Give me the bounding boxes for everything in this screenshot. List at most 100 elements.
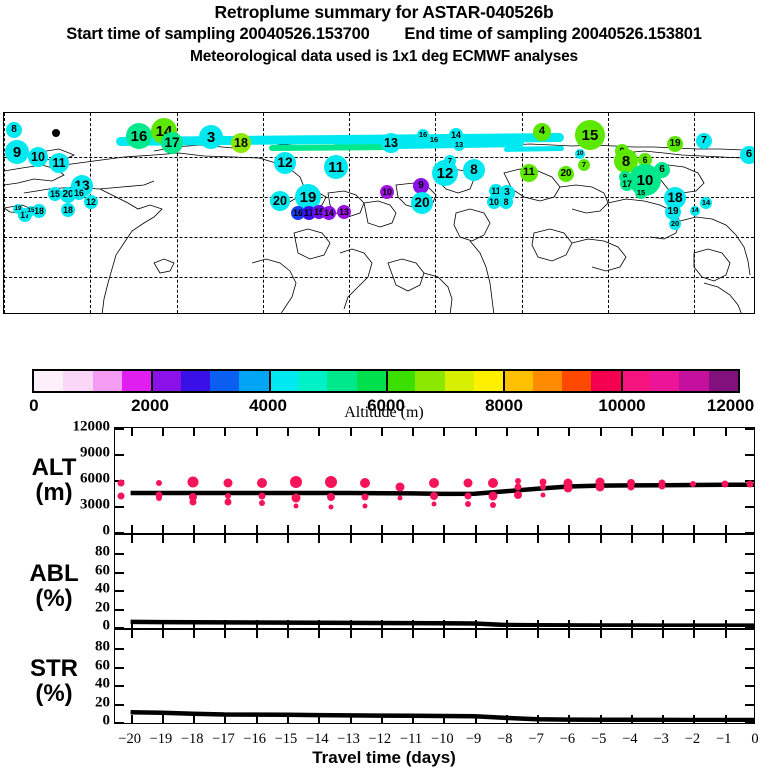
- scatter-point: [290, 475, 303, 488]
- x-tick-top: [662, 428, 665, 436]
- x-tick-bottom: [474, 715, 477, 723]
- abl-axis-label: ABL (%): [0, 561, 108, 612]
- plume-streak: [503, 145, 565, 152]
- plume-blob-day-12[interactable]: 12: [84, 195, 98, 209]
- y-tick-label: 0: [102, 522, 111, 539]
- colorbar-tick-labels: 0 2000 4000 6000 8000 10000 12000: [0, 396, 768, 416]
- x-tick-bottom: [412, 525, 415, 533]
- plume-blob[interactable]: [52, 129, 60, 137]
- plume-blob-day-16[interactable]: 16: [417, 129, 429, 141]
- plume-blob-day-9[interactable]: 9: [413, 178, 429, 194]
- plume-blob-day-7[interactable]: 7: [444, 155, 456, 167]
- plume-blob-day-14[interactable]: 14: [322, 206, 336, 220]
- plume-blob-day-10[interactable]: 10: [575, 149, 585, 159]
- colorbar-segment: [180, 371, 210, 391]
- plume-blob-day-11[interactable]: 11: [324, 155, 348, 179]
- plume-blob-day-14[interactable]: 14: [690, 206, 700, 216]
- scatter-point: [362, 503, 368, 509]
- map-canvas: 8 9 10 11 16 14 17 3 18 13 15 20 16 12 18 17 18 12 11 13 16 1…: [4, 113, 754, 313]
- plume-blob-day-12[interactable]: 12: [274, 152, 296, 174]
- plume-blob-day-16[interactable]: 16: [126, 123, 152, 149]
- scatter-point: [515, 477, 522, 484]
- colorbar-tick-label: 2000: [131, 396, 169, 415]
- str-plot-panel[interactable]: [114, 629, 755, 724]
- abl-plot-panel[interactable]: [114, 534, 755, 629]
- plume-blob-day-20[interactable]: 20: [270, 191, 290, 211]
- plume-blob-day-13[interactable]: 13: [453, 139, 465, 151]
- y-tick: [115, 627, 124, 628]
- plume-blob-day-20[interactable]: 20: [411, 192, 433, 214]
- colorbar-segment: [268, 371, 298, 391]
- x-tick-top: [412, 630, 415, 638]
- y-tick-label: 40: [95, 675, 110, 692]
- plume-blob-day-13[interactable]: 13: [337, 205, 351, 219]
- y-tick-right: [745, 571, 754, 574]
- colorbar-segment: [679, 371, 709, 391]
- x-tick-label: −12: [368, 731, 392, 747]
- graticule-lon-2: [176, 113, 178, 313]
- plume-blob-day-8[interactable]: 8: [463, 159, 485, 181]
- plume-blob-day-10[interactable]: 10: [28, 147, 48, 167]
- plume-blob-day-19[interactable]: 19: [667, 136, 683, 152]
- plume-blob-day-16[interactable]: 16: [72, 186, 86, 200]
- plume-blob-day-10[interactable]: 10: [629, 164, 661, 196]
- plume-blob-day-11[interactable]: 11: [520, 164, 538, 182]
- x-tick-top: [630, 535, 633, 543]
- y-tick-right: [745, 532, 754, 533]
- plume-blob-day-18[interactable]: 18: [231, 133, 251, 153]
- plume-blob-day-15[interactable]: 15: [635, 187, 647, 199]
- graticule-lon-5: [435, 113, 437, 313]
- plume-blob-day-18[interactable]: 18: [664, 187, 686, 209]
- plume-blob-day-19[interactable]: 19: [295, 184, 321, 210]
- plume-blob-day-4[interactable]: 4: [533, 123, 551, 141]
- x-tick-bottom: [193, 525, 196, 533]
- scatter-point: [488, 491, 498, 501]
- scatter-point: [746, 480, 754, 488]
- x-tick-top: [599, 535, 602, 543]
- plume-blob-day-7[interactable]: 7: [578, 159, 590, 171]
- plume-blob-day-17[interactable]: 17: [161, 132, 183, 154]
- plume-blob-day-7[interactable]: 7: [696, 133, 712, 149]
- plume-blob-day-16[interactable]: 16: [291, 206, 305, 220]
- plume-blob-day-16[interactable]: 16: [428, 134, 440, 146]
- plume-blob-day-11[interactable]: 11: [49, 153, 69, 173]
- str-plot-area: [115, 630, 754, 723]
- x-tick-top: [255, 630, 258, 638]
- y-tick: [115, 428, 124, 430]
- plume-blob-day-19[interactable]: 19: [13, 204, 23, 214]
- retroplume-map[interactable]: 8 9 10 11 16 14 17 3 18 13 15 20 16 12 18 17 18 12 11 13 16 1…: [3, 112, 755, 314]
- plume-blob-day-15[interactable]: 15: [575, 120, 605, 150]
- plume-blob-day-19[interactable]: 19: [665, 204, 681, 220]
- plume-blob-day-6[interactable]: 6: [638, 153, 652, 167]
- altitude-colorbar[interactable]: [32, 369, 740, 393]
- plume-blob-day-6[interactable]: 6: [740, 146, 754, 164]
- plume-blob-day-20[interactable]: 20: [669, 218, 681, 230]
- scatter-point: [224, 493, 231, 500]
- plume-blob-day-15[interactable]: 15: [48, 187, 62, 201]
- plume-blob-day-3[interactable]: 3: [199, 125, 223, 149]
- plume-blob-day-10[interactable]: 10: [487, 195, 501, 209]
- plume-blob-day-10[interactable]: 10: [380, 185, 394, 199]
- plume-blob-day-14[interactable]: 14: [449, 128, 463, 142]
- plume-blob-day-18[interactable]: 18: [32, 204, 46, 218]
- plume-blob-day-20[interactable]: 20: [558, 166, 574, 182]
- series-line: [130, 482, 754, 497]
- x-tick-top: [412, 428, 415, 436]
- alt-plot-panel[interactable]: [114, 427, 755, 534]
- meteorology-note: Meteorological data used is 1x1 deg ECMW…: [190, 48, 578, 65]
- plume-blob-day-8[interactable]: 8: [499, 195, 513, 209]
- plume-blob-day-17[interactable]: 17: [620, 177, 634, 191]
- x-tick-label: −2: [684, 731, 701, 747]
- x-tick-top: [724, 630, 727, 638]
- plume-blob-day-8[interactable]: 8: [6, 122, 22, 138]
- scatter-point: [187, 476, 199, 488]
- plume-blob-day-15[interactable]: 15: [26, 206, 36, 216]
- colorbar-segment: [503, 371, 533, 391]
- plume-blob-day-13[interactable]: 13: [381, 133, 401, 153]
- plume-blob-day-9[interactable]: 9: [5, 140, 29, 164]
- scatter-point: [658, 482, 666, 490]
- plume-blob-day-14[interactable]: 14: [700, 197, 712, 209]
- plume-blob-day-18[interactable]: 18: [61, 203, 75, 217]
- x-tick-label: −13: [337, 731, 360, 747]
- colorbar-segment: [532, 371, 562, 391]
